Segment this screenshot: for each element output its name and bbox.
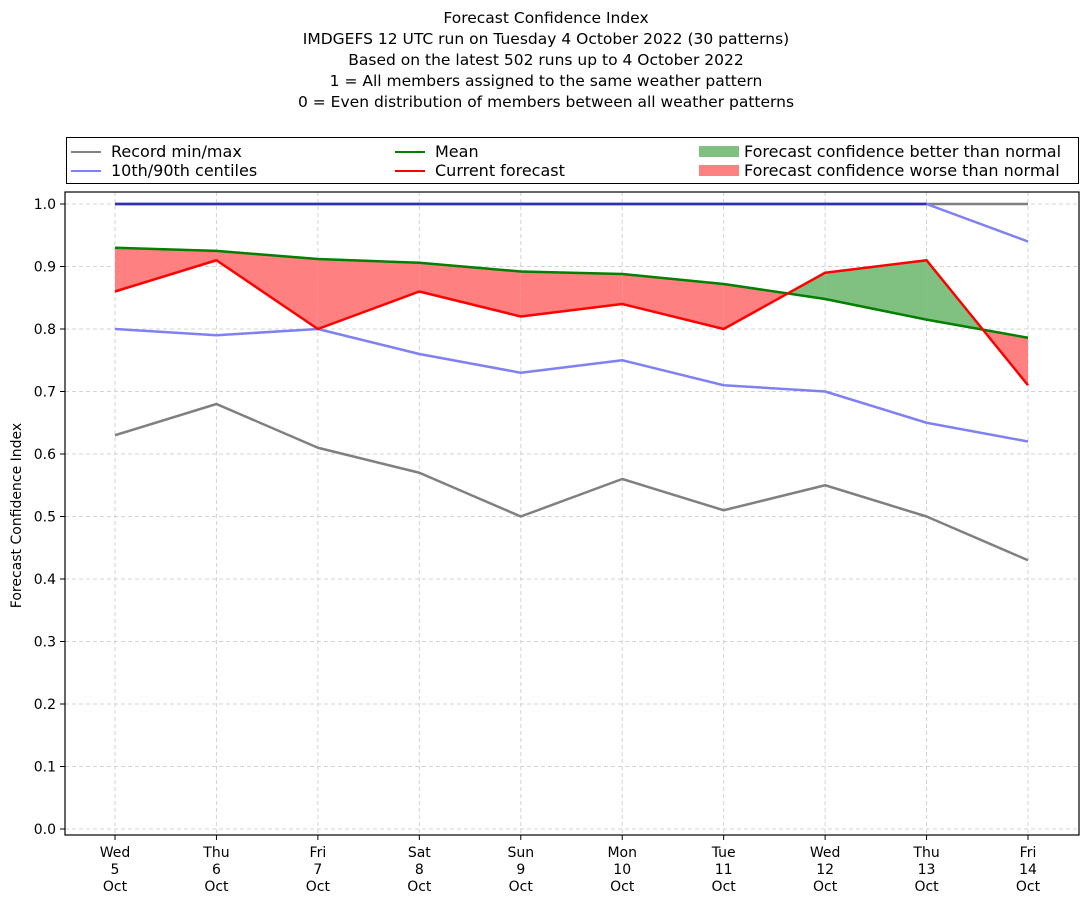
- x-tick-label: Thu: [202, 845, 229, 861]
- fill-worse-than-normal: [622, 274, 724, 329]
- fill-worse-than-normal: [115, 247, 217, 292]
- legend-item-current: Current forecast: [395, 161, 565, 180]
- fill-worse-than-normal: [723, 284, 788, 329]
- series-line-10th-centile: [114, 327, 1029, 443]
- y-tick-label: 0.8: [34, 322, 56, 338]
- x-tick-label: Oct: [103, 879, 128, 895]
- x-tick-label: 14: [1019, 862, 1037, 878]
- legend-label-centiles: 10th/90th centiles: [111, 161, 258, 180]
- plot-frame: [64, 191, 1080, 836]
- fill-worse-than-normal: [419, 262, 521, 317]
- chart-subtitle-run: IMDGEFS 12 UTC run on Tuesday 4 October …: [302, 30, 790, 48]
- x-tick-label: 8: [415, 862, 424, 878]
- x-tick-label: Oct: [712, 879, 737, 895]
- legend-swatch-record: [71, 150, 101, 153]
- x-tick-label: Fri: [310, 845, 327, 861]
- series-line-mean: [114, 246, 1029, 339]
- y-tick-label: 0.2: [34, 697, 56, 713]
- x-tick-label: Thu: [912, 845, 939, 861]
- x-tick-label: 6: [212, 862, 221, 878]
- legend-label-worse: Forecast confidence worse than normal: [744, 161, 1060, 180]
- x-tick-label: Fri: [1020, 845, 1037, 861]
- chart-subtitle-scale-min: 0 = Even distribution of members between…: [297, 93, 795, 111]
- legend-swatch-current: [395, 169, 425, 172]
- chart-legend: Record min/max 10th/90th centiles Mean C…: [66, 137, 1079, 184]
- legend-swatch-centiles: [71, 169, 101, 172]
- x-tick-label: 11: [715, 862, 733, 878]
- x-tick-label: Mon: [607, 845, 637, 861]
- legend-item-record: Record min/max: [71, 142, 242, 161]
- y-tick-label: 0.1: [34, 760, 56, 776]
- y-tick-label: 0.6: [34, 447, 56, 463]
- series-line-record-min: [114, 402, 1029, 562]
- chart-subtitle-scale-max: 1 = All members assigned to the same wea…: [329, 72, 763, 90]
- x-tick-label: Oct: [813, 879, 838, 895]
- fill-worse-than-normal: [216, 250, 318, 329]
- x-tick-label: Tue: [711, 845, 736, 861]
- legend-label-mean: Mean: [435, 142, 479, 161]
- x-tick-label: Oct: [509, 879, 534, 895]
- chart-subtitle-basis: Based on the latest 502 runs up to 4 Oct…: [348, 51, 744, 69]
- x-tick-label: Sat: [408, 845, 431, 861]
- legend-label-record: Record min/max: [111, 142, 242, 161]
- x-tick-label: Oct: [407, 879, 432, 895]
- x-tick-label: 5: [111, 862, 120, 878]
- y-tick-label: 0.7: [34, 385, 56, 401]
- x-tick-label: 13: [918, 862, 936, 878]
- x-tick-label: Oct: [610, 879, 635, 895]
- series-line-current-forecast: [114, 259, 1029, 387]
- x-tick-label: Wed: [810, 845, 841, 861]
- legend-label-current: Current forecast: [435, 161, 565, 180]
- fill-worse-than-normal: [317, 259, 420, 329]
- y-tick-label: 0.4: [34, 572, 56, 588]
- y-tick-label: 0.3: [34, 635, 56, 651]
- legend-item-worse: Forecast confidence worse than normal: [699, 161, 1060, 180]
- x-tick-label: Oct: [204, 879, 229, 895]
- x-tick-label: Oct: [914, 879, 939, 895]
- y-tick-label: 1.0: [34, 197, 56, 213]
- x-tick-label: Oct: [1016, 879, 1041, 895]
- series-line-90th-centile: [115, 202, 1029, 243]
- fill-better-than-normal: [825, 260, 927, 320]
- legend-label-better: Forecast confidence better than normal: [744, 142, 1062, 161]
- legend-item-centiles: 10th/90th centiles: [71, 161, 257, 180]
- x-tick-label: Sun: [507, 845, 534, 861]
- chart-title-block: Forecast Confidence Index IMDGEFS 12 UTC…: [0, 8, 1092, 113]
- x-tick-label: 9: [516, 862, 525, 878]
- legend-swatch-worse: [699, 165, 739, 176]
- y-tick-label: 0.0: [34, 822, 56, 838]
- fill-worse-than-normal: [520, 271, 623, 317]
- chart-title: Forecast Confidence Index: [443, 9, 649, 27]
- x-tick-label: 10: [613, 862, 631, 878]
- x-tick-label: Wed: [100, 845, 131, 861]
- legend-swatch-mean: [395, 150, 425, 153]
- legend-swatch-better: [699, 146, 739, 157]
- x-tick-label: 7: [313, 862, 322, 878]
- y-tick-label: 0.5: [34, 510, 56, 526]
- y-axis-label: Forecast Confidence Index: [9, 423, 25, 608]
- legend-item-mean: Mean: [395, 142, 479, 161]
- y-tick-label: 0.9: [34, 260, 56, 276]
- x-tick-label: Oct: [306, 879, 331, 895]
- x-tick-label: 12: [816, 862, 834, 878]
- legend-item-better: Forecast confidence better than normal: [699, 142, 1061, 161]
